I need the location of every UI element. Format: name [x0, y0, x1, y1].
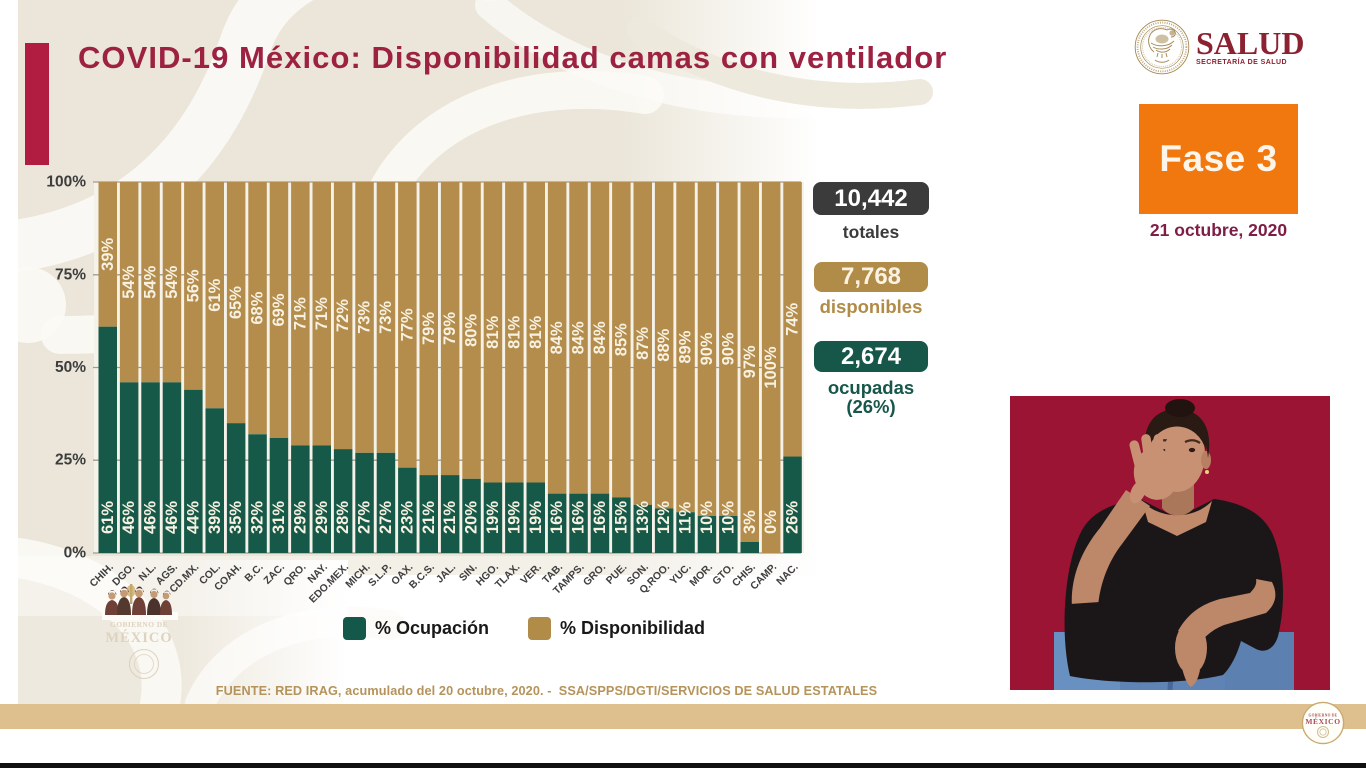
- svg-text:61%: 61%: [206, 278, 224, 311]
- svg-text:QRO.: QRO.: [282, 562, 309, 589]
- svg-text:MÉXICO: MÉXICO: [105, 629, 172, 646]
- svg-text:12%: 12%: [655, 501, 673, 534]
- svg-text:27%: 27%: [377, 501, 395, 534]
- svg-text:27%: 27%: [356, 501, 374, 534]
- svg-text:89%: 89%: [677, 330, 695, 363]
- svg-text:97%: 97%: [741, 345, 759, 378]
- svg-text:61%: 61%: [99, 501, 117, 534]
- svg-text:16%: 16%: [570, 501, 588, 534]
- svg-text:81%: 81%: [505, 315, 523, 348]
- svg-text:TLAX.: TLAX.: [493, 562, 522, 591]
- svg-text:31%: 31%: [270, 501, 288, 534]
- svg-text:15%: 15%: [612, 501, 630, 534]
- svg-text:11%: 11%: [677, 502, 695, 534]
- svg-text:MÉXICO: MÉXICO: [1305, 716, 1340, 726]
- svg-text:81%: 81%: [484, 315, 502, 348]
- svg-text:39%: 39%: [206, 501, 224, 534]
- svg-text:44%: 44%: [184, 501, 202, 534]
- svg-text:JAL.: JAL.: [435, 562, 459, 586]
- svg-text:16%: 16%: [591, 501, 609, 534]
- svg-text:100%: 100%: [762, 346, 780, 389]
- svg-text:69%: 69%: [270, 293, 288, 326]
- svg-text:100%: 100%: [46, 174, 86, 191]
- svg-text:71%: 71%: [291, 297, 309, 330]
- svg-text:35%: 35%: [227, 501, 245, 534]
- svg-text:73%: 73%: [356, 301, 374, 334]
- svg-text:29%: 29%: [313, 501, 331, 534]
- svg-text:73%: 73%: [377, 301, 395, 334]
- svg-text:46%: 46%: [163, 501, 181, 534]
- svg-text:21%: 21%: [420, 501, 438, 534]
- svg-text:74%: 74%: [784, 302, 802, 335]
- svg-text:VER.: VER.: [519, 562, 544, 587]
- svg-text:B.C.: B.C.: [243, 562, 266, 585]
- svg-text:88%: 88%: [655, 328, 673, 361]
- svg-text:81%: 81%: [527, 315, 545, 348]
- svg-text:23%: 23%: [398, 501, 416, 534]
- svg-text:85%: 85%: [612, 323, 630, 356]
- svg-text:46%: 46%: [120, 501, 138, 534]
- svg-text:10%: 10%: [698, 501, 716, 534]
- svg-text:21%: 21%: [441, 501, 459, 534]
- svg-text:PUE.: PUE.: [604, 562, 629, 587]
- svg-text:32%: 32%: [249, 501, 267, 534]
- svg-text:54%: 54%: [120, 265, 138, 298]
- svg-text:56%: 56%: [184, 269, 202, 302]
- svg-text:GOBIERNO DE: GOBIERNO DE: [110, 620, 168, 629]
- svg-text:79%: 79%: [420, 312, 438, 345]
- svg-text:65%: 65%: [227, 286, 245, 319]
- svg-text:19%: 19%: [505, 501, 523, 534]
- svg-text:72%: 72%: [334, 299, 352, 332]
- svg-text:13%: 13%: [634, 501, 652, 534]
- svg-text:54%: 54%: [163, 265, 181, 298]
- svg-text:19%: 19%: [527, 501, 545, 534]
- svg-text:29%: 29%: [291, 501, 309, 534]
- svg-text:90%: 90%: [698, 332, 716, 365]
- svg-text:50%: 50%: [55, 359, 86, 376]
- svg-text:87%: 87%: [634, 327, 652, 360]
- svg-text:68%: 68%: [249, 291, 267, 324]
- svg-text:MICH.: MICH.: [344, 562, 373, 591]
- svg-text:10%: 10%: [719, 501, 737, 534]
- svg-text:28%: 28%: [334, 501, 352, 534]
- svg-text:54%: 54%: [142, 265, 160, 298]
- svg-text:79%: 79%: [441, 312, 459, 345]
- svg-text:46%: 46%: [142, 501, 160, 534]
- svg-text:NAC.: NAC.: [775, 562, 801, 588]
- svg-text:75%: 75%: [55, 266, 86, 283]
- svg-text:84%: 84%: [548, 321, 566, 354]
- svg-text:39%: 39%: [99, 237, 117, 270]
- svg-text:26%: 26%: [784, 501, 802, 534]
- svg-text:0%: 0%: [762, 510, 780, 534]
- svg-text:20%: 20%: [463, 501, 481, 534]
- svg-text:84%: 84%: [591, 321, 609, 354]
- svg-text:90%: 90%: [719, 332, 737, 365]
- svg-text:84%: 84%: [570, 321, 588, 354]
- svg-text:0%: 0%: [64, 545, 87, 562]
- svg-text:25%: 25%: [55, 452, 86, 469]
- svg-text:77%: 77%: [398, 308, 416, 341]
- svg-text:GRO.: GRO.: [582, 562, 609, 589]
- svg-text:19%: 19%: [484, 501, 502, 534]
- svg-text:16%: 16%: [548, 501, 566, 534]
- svg-text:80%: 80%: [463, 314, 481, 347]
- svg-text:71%: 71%: [313, 297, 331, 330]
- svg-text:S.L.P.: S.L.P.: [367, 562, 394, 589]
- svg-text:GOBIERNO DE: GOBIERNO DE: [1309, 714, 1338, 718]
- svg-text:MOR.: MOR.: [688, 562, 715, 589]
- svg-text:3%: 3%: [741, 510, 759, 534]
